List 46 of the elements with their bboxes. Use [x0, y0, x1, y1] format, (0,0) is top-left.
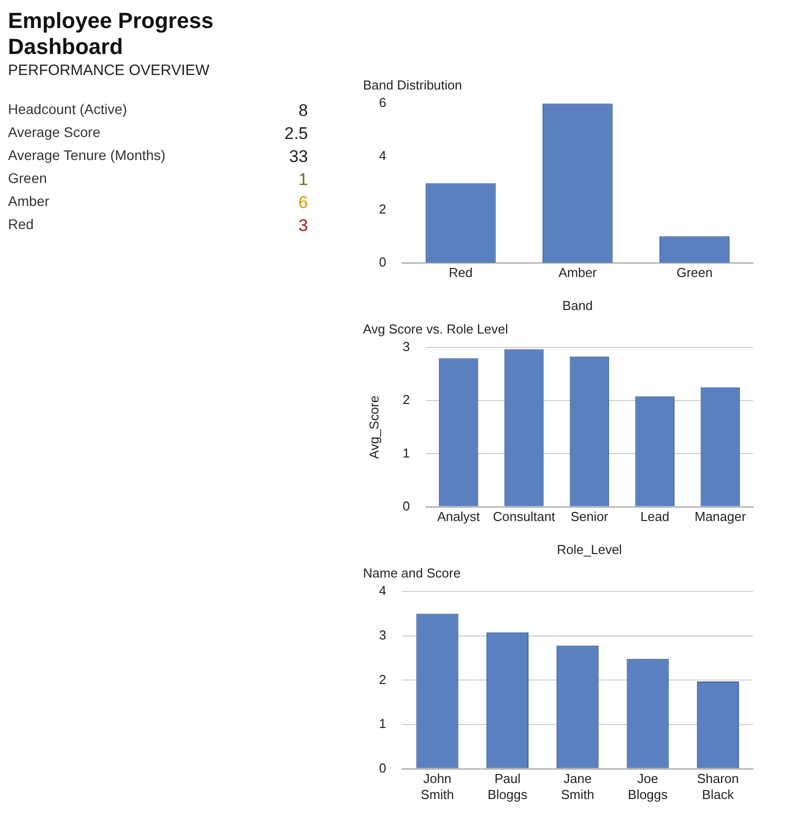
text: PERFORMANCE OVERVIEW [8, 62, 210, 79]
data-label: 3 [298, 216, 308, 237]
data-label: 33 [289, 147, 308, 168]
y-tick-label: 4 [378, 583, 386, 598]
category-label: Amber [8, 193, 50, 211]
y-tick-label: 1 [378, 716, 386, 732]
y-tick-label: 3 [402, 339, 410, 354]
y-tick-label: 3 [378, 627, 386, 642]
chart-title: Band Distribution [363, 77, 462, 92]
y-tick-label: 2 [378, 672, 386, 687]
x-tick-label: Green [676, 265, 713, 280]
x-tick-label: Amber [558, 265, 598, 280]
data-label: 8 [298, 101, 308, 122]
chart-title: Name and Score [363, 565, 461, 580]
x-tick-label: Jane Smith [561, 771, 594, 802]
data-label: 2.5 [284, 124, 308, 145]
x-tick-label: Sharon Black [696, 771, 739, 802]
x-tick-label: Red [448, 265, 473, 280]
x-axis-title: Band [562, 298, 593, 313]
category-label: Green [8, 170, 47, 188]
y-tick-label: 1 [402, 445, 410, 460]
y-tick-label: 0 [378, 254, 386, 270]
x-axis-title: Role_Level [556, 542, 622, 557]
y-tick-label: 6 [378, 95, 386, 110]
y-tick-label: 0 [402, 498, 410, 514]
y-tick-label: 4 [378, 148, 386, 164]
x-tick-label: Manager [694, 509, 747, 524]
category-label: Average Tenure (Months) [8, 147, 166, 165]
category-label: Red [8, 216, 34, 234]
x-tick-label: Consultant [492, 509, 556, 524]
x-tick-label: Analyst [437, 509, 480, 524]
data-label: 1 [298, 170, 308, 191]
y-tick-label: 2 [378, 201, 386, 216]
category-label: Headcount (Active) [8, 101, 128, 119]
x-tick-label: Senior [570, 509, 609, 524]
x-tick-label: John Smith [420, 771, 454, 802]
y-axis-title: Avg_Score [366, 396, 382, 459]
x-tick-label: Paul Bloggs [488, 771, 528, 802]
x-tick-label: Lead [640, 509, 670, 524]
data-label: 6 [298, 193, 308, 214]
text: Employee Progress Dashboard [8, 8, 214, 60]
y-tick-label: 0 [378, 760, 386, 776]
x-tick-label: Joe Bloggs [628, 771, 668, 802]
chart-title: Avg Score vs. Role Level [363, 321, 508, 336]
category-label: Average Score [8, 124, 100, 142]
y-tick-label: 2 [402, 392, 410, 408]
